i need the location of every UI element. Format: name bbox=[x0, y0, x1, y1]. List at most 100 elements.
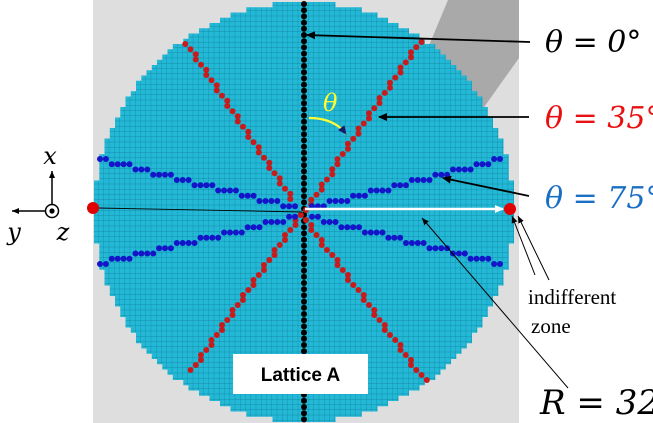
dot-theta-75 bbox=[262, 219, 269, 225]
dot-theta-0 bbox=[301, 286, 307, 293]
dot-theta-75 bbox=[286, 213, 293, 220]
dot-theta-35 bbox=[308, 222, 315, 228]
dot-theta-75 bbox=[426, 245, 433, 252]
dot-theta-35 bbox=[387, 84, 393, 91]
dot-theta-0 bbox=[301, 323, 307, 330]
dot-theta-75 bbox=[391, 234, 398, 241]
dot-theta-75 bbox=[108, 255, 115, 262]
dot-theta-0 bbox=[301, 317, 307, 324]
dot-theta-0 bbox=[301, 13, 307, 20]
dot-theta-75 bbox=[203, 234, 210, 241]
dot-theta-75 bbox=[403, 240, 409, 246]
dot-theta-75 bbox=[426, 177, 433, 183]
dot-theta-0 bbox=[301, 187, 307, 193]
left-thin-line bbox=[97, 207, 303, 213]
dot-theta-35 bbox=[413, 367, 420, 373]
dot-theta-75 bbox=[256, 198, 263, 204]
dot-theta-35 bbox=[261, 267, 267, 273]
dot-theta-35 bbox=[229, 108, 236, 115]
dot-theta-75 bbox=[120, 161, 127, 168]
dot-theta-35 bbox=[292, 222, 299, 228]
dot-theta-75 bbox=[391, 182, 398, 189]
dot-theta-35 bbox=[376, 100, 383, 107]
dot-theta-75 bbox=[132, 166, 139, 173]
dot-theta-75 bbox=[280, 219, 287, 225]
lattice-tag-label: Lattice A bbox=[261, 365, 341, 386]
dot-theta-75 bbox=[173, 240, 180, 246]
dot-theta-35 bbox=[250, 139, 257, 146]
dot-theta-35 bbox=[387, 332, 393, 338]
dot-theta-75 bbox=[286, 203, 293, 210]
dot-theta-75 bbox=[274, 219, 281, 225]
dot-theta-35 bbox=[423, 377, 430, 383]
dot-theta-75 bbox=[467, 166, 474, 173]
dot-theta-75 bbox=[150, 250, 157, 257]
dot-theta-35 bbox=[355, 287, 362, 293]
dot-theta-75 bbox=[397, 182, 404, 189]
dot-theta-0 bbox=[301, 7, 307, 14]
dot-theta-35 bbox=[360, 292, 367, 298]
dot-theta-0 bbox=[301, 249, 307, 255]
dot-theta-75 bbox=[238, 229, 245, 236]
dot-theta-35 bbox=[360, 120, 367, 127]
dot-theta-0 bbox=[301, 143, 307, 150]
dot-theta-0 bbox=[301, 267, 307, 274]
dot-theta-0 bbox=[301, 174, 307, 181]
dot-theta-35 bbox=[397, 69, 404, 76]
dot-theta-0 bbox=[301, 131, 307, 138]
dot-theta-75 bbox=[185, 177, 192, 183]
dot-theta-35 bbox=[371, 105, 378, 112]
dot-theta-75 bbox=[385, 187, 392, 194]
dot-theta-75 bbox=[215, 187, 222, 194]
dot-theta-0 bbox=[301, 304, 307, 311]
dot-theta-75 bbox=[373, 229, 380, 236]
dot-theta-0 bbox=[301, 125, 307, 131]
dot-theta-35 bbox=[329, 171, 336, 178]
dot-theta-35 bbox=[408, 54, 414, 61]
dot-theta-75 bbox=[450, 166, 456, 173]
dot-theta-75 bbox=[432, 245, 439, 252]
axes-icon: x y z bbox=[6, 142, 69, 246]
dot-theta-35 bbox=[345, 140, 351, 147]
left-marker bbox=[87, 202, 99, 214]
dot-theta-0 bbox=[301, 168, 307, 175]
theta-symbol: θ bbox=[323, 89, 338, 117]
dot-theta-75 bbox=[268, 219, 275, 225]
dot-theta-0 bbox=[301, 63, 307, 69]
dot-theta-35 bbox=[397, 64, 404, 71]
dot-theta-35 bbox=[208, 342, 215, 348]
dot-theta-0 bbox=[301, 81, 307, 88]
dot-theta-35 bbox=[271, 252, 278, 258]
dot-theta-0 bbox=[301, 25, 307, 32]
dot-theta-75 bbox=[344, 198, 351, 204]
zone-label-line1: indifferent bbox=[528, 285, 616, 309]
dot-theta-75 bbox=[338, 198, 345, 204]
right-marker bbox=[504, 203, 516, 215]
dot-theta-35 bbox=[418, 372, 425, 378]
dot-theta-75 bbox=[332, 219, 339, 225]
dot-theta-75 bbox=[467, 255, 474, 262]
dot-theta-35 bbox=[303, 217, 309, 223]
dot-theta-0 bbox=[301, 404, 307, 410]
dot-theta-0 bbox=[301, 230, 307, 237]
zone-arrow-2 bbox=[517, 215, 550, 281]
dot-theta-35 bbox=[224, 103, 231, 109]
dot-theta-35 bbox=[198, 352, 204, 358]
dot-theta-0 bbox=[301, 112, 307, 119]
dot-theta-35 bbox=[318, 181, 325, 188]
dot-theta-75 bbox=[403, 182, 409, 189]
dot-theta-75 bbox=[256, 224, 263, 231]
dot-theta-75 bbox=[179, 177, 186, 183]
dot-theta-35 bbox=[350, 135, 357, 142]
dot-theta-75 bbox=[444, 171, 451, 178]
dot-theta-75 bbox=[280, 203, 287, 210]
dot-theta-75 bbox=[350, 224, 357, 231]
dot-theta-35 bbox=[250, 277, 257, 283]
axis-y-label: y bbox=[6, 218, 21, 246]
dot-theta-75 bbox=[162, 171, 168, 178]
dot-theta-0 bbox=[301, 100, 307, 107]
dot-theta-75 bbox=[420, 240, 427, 246]
dot-theta-35 bbox=[245, 134, 252, 140]
dot-theta-75 bbox=[455, 166, 462, 173]
dot-theta-75 bbox=[385, 234, 392, 241]
